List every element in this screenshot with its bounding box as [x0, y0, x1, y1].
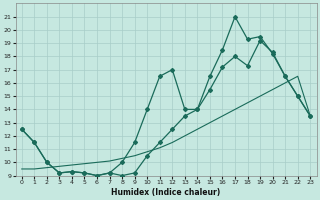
- X-axis label: Humidex (Indice chaleur): Humidex (Indice chaleur): [111, 188, 221, 197]
